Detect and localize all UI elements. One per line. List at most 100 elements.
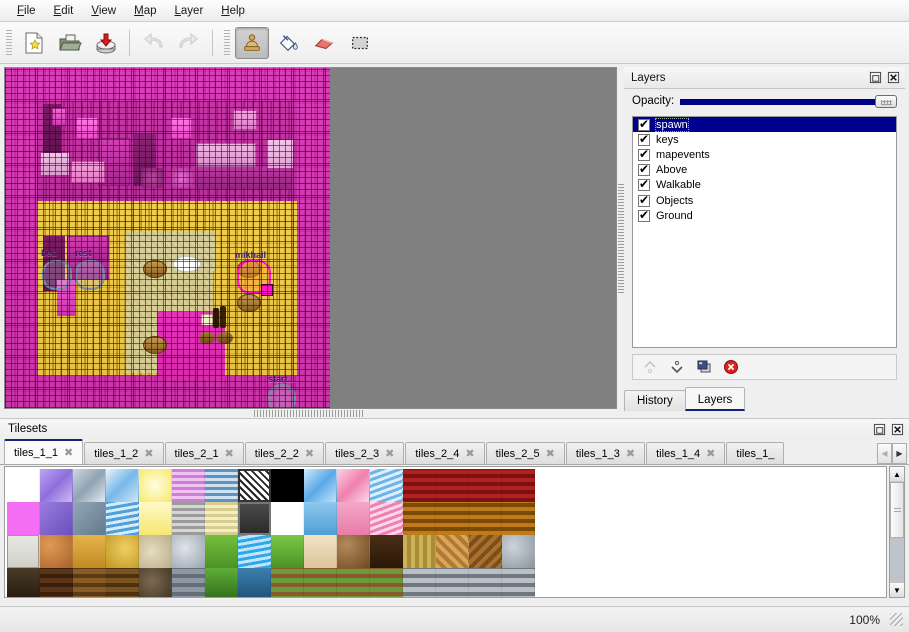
tile[interactable] bbox=[73, 469, 106, 502]
tile[interactable] bbox=[238, 469, 271, 502]
tile[interactable] bbox=[436, 469, 469, 502]
tile[interactable] bbox=[205, 469, 238, 502]
close-tileset-icon[interactable]: ✖ bbox=[304, 448, 315, 460]
close-tileset-icon[interactable]: ✖ bbox=[545, 448, 555, 460]
tile[interactable] bbox=[436, 535, 469, 568]
tile[interactable] bbox=[469, 568, 502, 597]
bucket-fill-button[interactable] bbox=[271, 27, 305, 59]
tab-layers[interactable]: Layers bbox=[684, 387, 746, 411]
close-tileset-icon[interactable]: ✖ bbox=[706, 448, 716, 460]
undock-icon[interactable] bbox=[868, 70, 883, 85]
tileset-tab-tiles_2_3[interactable]: tiles_2_3 ✖ bbox=[325, 442, 405, 464]
tileset-view[interactable] bbox=[4, 466, 887, 598]
tile[interactable] bbox=[40, 469, 73, 502]
tile[interactable] bbox=[205, 502, 238, 535]
tileset-tab-tiles_1_4[interactable]: tiles_1_4 ✖ bbox=[646, 442, 726, 464]
tile[interactable] bbox=[238, 535, 271, 568]
tile[interactable] bbox=[337, 535, 370, 568]
tab-history[interactable]: History bbox=[624, 390, 686, 411]
layer-visibility-checkbox[interactable] bbox=[638, 193, 650, 207]
tileset-tab-tiles_2_5[interactable]: tiles_2_5 ✖ bbox=[485, 442, 565, 464]
tile[interactable] bbox=[502, 469, 535, 502]
tile[interactable] bbox=[73, 568, 106, 597]
layer-visibility-checkbox[interactable] bbox=[638, 177, 650, 192]
rectangular-select-button[interactable] bbox=[343, 27, 377, 59]
layer-row-walkable[interactable]: Walkable bbox=[633, 177, 896, 193]
tile[interactable] bbox=[337, 568, 370, 597]
menu-file[interactable]: File bbox=[17, 4, 36, 17]
toolbar-grip-tools[interactable] bbox=[223, 29, 231, 56]
menu-layer[interactable]: Layer bbox=[174, 4, 204, 17]
close-tileset-icon[interactable]: ✖ bbox=[144, 448, 154, 460]
new-map-button[interactable] bbox=[17, 27, 51, 59]
tile[interactable] bbox=[370, 535, 403, 568]
tile[interactable] bbox=[502, 568, 535, 597]
tab-scroll-right-button[interactable]: ▶ bbox=[892, 443, 907, 464]
tile[interactable] bbox=[106, 535, 139, 568]
tileset-tab-tiles_1_1[interactable]: tiles_1_1 ✖ bbox=[4, 439, 84, 464]
close-icon[interactable] bbox=[890, 422, 905, 437]
tile[interactable] bbox=[73, 535, 106, 568]
tile[interactable] bbox=[172, 535, 205, 568]
redo-button[interactable] bbox=[172, 27, 206, 59]
menu-help[interactable]: Help bbox=[221, 4, 245, 17]
close-icon[interactable] bbox=[886, 70, 901, 85]
map-object-bed[interactable] bbox=[42, 260, 72, 290]
tile-grid[interactable] bbox=[7, 469, 542, 597]
stamp-brush-button[interactable] bbox=[235, 26, 269, 59]
map-object-start[interactable] bbox=[268, 384, 296, 408]
tile[interactable] bbox=[7, 469, 40, 502]
layer-visibility-checkbox[interactable] bbox=[638, 208, 650, 222]
tile[interactable] bbox=[469, 535, 502, 568]
layer-visibility-checkbox[interactable] bbox=[638, 117, 650, 131]
tile[interactable] bbox=[469, 502, 502, 535]
tile[interactable] bbox=[106, 568, 139, 597]
tile[interactable] bbox=[205, 535, 238, 568]
layer-row-objects[interactable]: Objects bbox=[633, 193, 896, 208]
tile[interactable] bbox=[304, 469, 337, 502]
tile[interactable] bbox=[40, 535, 73, 568]
tile[interactable] bbox=[139, 535, 172, 568]
tile[interactable] bbox=[205, 568, 238, 597]
raise-layer-button[interactable] bbox=[641, 358, 659, 376]
layer-row-keys[interactable]: keys bbox=[633, 132, 896, 147]
duplicate-layer-button[interactable] bbox=[695, 358, 713, 376]
lower-layer-button[interactable] bbox=[668, 358, 686, 376]
tile[interactable] bbox=[271, 568, 304, 597]
opacity-slider-knob[interactable] bbox=[875, 95, 897, 108]
scrollbar-trough[interactable] bbox=[890, 538, 904, 582]
tile[interactable] bbox=[403, 502, 436, 535]
tile[interactable] bbox=[7, 502, 40, 535]
resize-grip[interactable] bbox=[890, 613, 903, 626]
tile[interactable] bbox=[172, 502, 205, 535]
tileset-tab-tiles_2_4[interactable]: tiles_2_4 ✖ bbox=[405, 442, 485, 464]
menu-view[interactable]: View bbox=[91, 4, 117, 17]
map-view[interactable]: bed rest mikhail andor:] entr... start..… bbox=[4, 67, 617, 409]
tileset-tab-tiles_1_3[interactable]: tiles_1_3 ✖ bbox=[565, 442, 646, 464]
tile[interactable] bbox=[73, 502, 106, 535]
undo-button[interactable] bbox=[136, 27, 170, 59]
tileset-tab-tiles_2_2[interactable]: tiles_2_2 ✖ bbox=[244, 442, 325, 464]
tile[interactable] bbox=[106, 502, 139, 535]
toolbar-grip-file[interactable] bbox=[5, 29, 13, 56]
tile[interactable] bbox=[271, 535, 304, 568]
tile[interactable] bbox=[40, 568, 73, 597]
tile[interactable] bbox=[139, 469, 172, 502]
tileset-tab-tiles_1_5[interactable]: tiles_1_ bbox=[726, 442, 785, 464]
tile[interactable] bbox=[304, 568, 337, 597]
tile[interactable] bbox=[502, 535, 535, 568]
scroll-down-button[interactable]: ▼ bbox=[890, 582, 904, 597]
layer-list[interactable]: spawn keys mapevents Above Walkable Obje… bbox=[632, 116, 897, 348]
tile[interactable] bbox=[139, 502, 172, 535]
tile[interactable] bbox=[271, 469, 304, 502]
layer-visibility-checkbox[interactable] bbox=[638, 147, 650, 161]
tile[interactable] bbox=[469, 469, 502, 502]
horizontal-splitter[interactable] bbox=[0, 409, 617, 418]
tileset-tab-tiles_2_1[interactable]: tiles_2_1 ✖ bbox=[164, 442, 244, 464]
tile[interactable] bbox=[403, 535, 436, 568]
scrollbar-thumb[interactable] bbox=[890, 482, 904, 538]
save-map-button[interactable] bbox=[89, 27, 123, 59]
tile[interactable] bbox=[403, 568, 436, 597]
eraser-button[interactable] bbox=[307, 27, 341, 59]
tile[interactable] bbox=[238, 568, 271, 597]
